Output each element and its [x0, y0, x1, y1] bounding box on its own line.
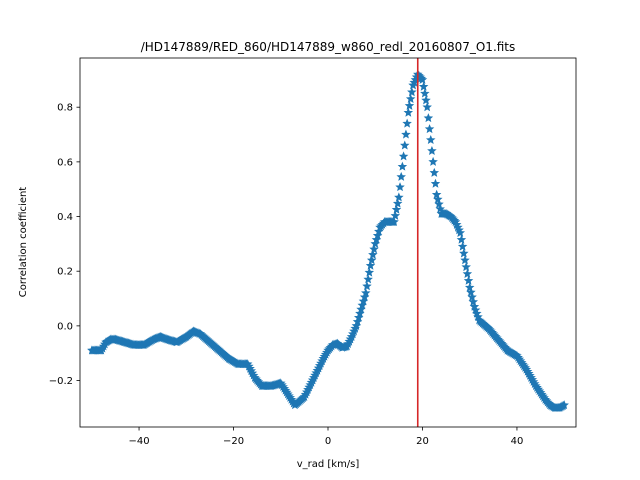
- data-point: [397, 161, 408, 171]
- x-tick-label: 20: [416, 436, 429, 447]
- x-tick-label: −20: [223, 436, 244, 447]
- data-point: [434, 199, 444, 209]
- data-point: [363, 274, 373, 284]
- data-point: [430, 178, 441, 188]
- x-tick-label: −40: [128, 436, 149, 447]
- y-tick-label: 0.6: [57, 157, 73, 168]
- data-point: [394, 192, 404, 202]
- data-point: [428, 156, 438, 166]
- data-point: [433, 194, 443, 204]
- x-axis: −40 −20 0 20 40: [128, 427, 523, 447]
- data-point: [424, 124, 435, 134]
- y-axis-title: Correlation coefficient: [18, 187, 29, 298]
- data-point: [418, 81, 429, 91]
- data-point: [463, 275, 474, 285]
- data-point: [468, 296, 478, 306]
- series-layer: [87, 69, 569, 412]
- data-point: [398, 151, 409, 161]
- data-point: [390, 210, 401, 220]
- x-axis-title: v_rad [km/s]: [297, 459, 360, 470]
- data-point: [402, 118, 412, 128]
- y-tick-label: 0.2: [57, 267, 73, 278]
- data-point: [368, 249, 378, 259]
- y-tick-label: 0.0: [57, 321, 73, 332]
- data-point: [417, 74, 428, 84]
- data-point: [456, 234, 467, 244]
- data-point: [401, 129, 411, 139]
- data-point: [396, 171, 406, 181]
- data-point: [403, 107, 414, 117]
- data-point: [466, 287, 476, 297]
- data-point: [460, 255, 470, 265]
- y-tick-label: 0.8: [57, 103, 73, 114]
- data-point: [429, 167, 440, 177]
- data-point: [559, 400, 569, 410]
- data-point: [361, 288, 371, 298]
- y-tick-label: −0.2: [49, 376, 73, 387]
- data-point: [395, 182, 405, 192]
- data-point: [404, 100, 415, 110]
- plot-area: [80, 58, 576, 427]
- data-point: [366, 255, 377, 265]
- chart-title: /HD147889/RED_860/HD147889_w860_redl_201…: [141, 40, 516, 54]
- data-point: [423, 113, 434, 123]
- data-point: [365, 260, 376, 270]
- data-point: [421, 95, 431, 105]
- y-axis: −0.2 0.0 0.2 0.4 0.6 0.8: [49, 103, 80, 387]
- data-point: [369, 244, 379, 254]
- data-point: [391, 204, 402, 214]
- data-point: [426, 135, 436, 145]
- y-tick-label: 0.4: [57, 212, 73, 223]
- data-point: [467, 292, 477, 302]
- data-point: [389, 217, 399, 227]
- data-point: [431, 189, 442, 199]
- data-point: [461, 262, 471, 272]
- data-point: [407, 87, 417, 97]
- data-point: [400, 140, 410, 150]
- x-tick-label: 0: [325, 436, 331, 447]
- data-point: [427, 145, 437, 155]
- data-point: [464, 282, 475, 292]
- data-point: [455, 227, 466, 237]
- data-point: [405, 94, 416, 104]
- data-point: [420, 88, 430, 98]
- data-point: [462, 268, 473, 278]
- data-point: [362, 281, 372, 291]
- data-point: [364, 267, 375, 277]
- data-point: [422, 102, 432, 112]
- data-point: [392, 198, 403, 208]
- axes-background: [80, 58, 576, 427]
- x-tick-label: 40: [511, 436, 524, 447]
- data-point: [459, 248, 469, 258]
- data-point: [457, 241, 468, 251]
